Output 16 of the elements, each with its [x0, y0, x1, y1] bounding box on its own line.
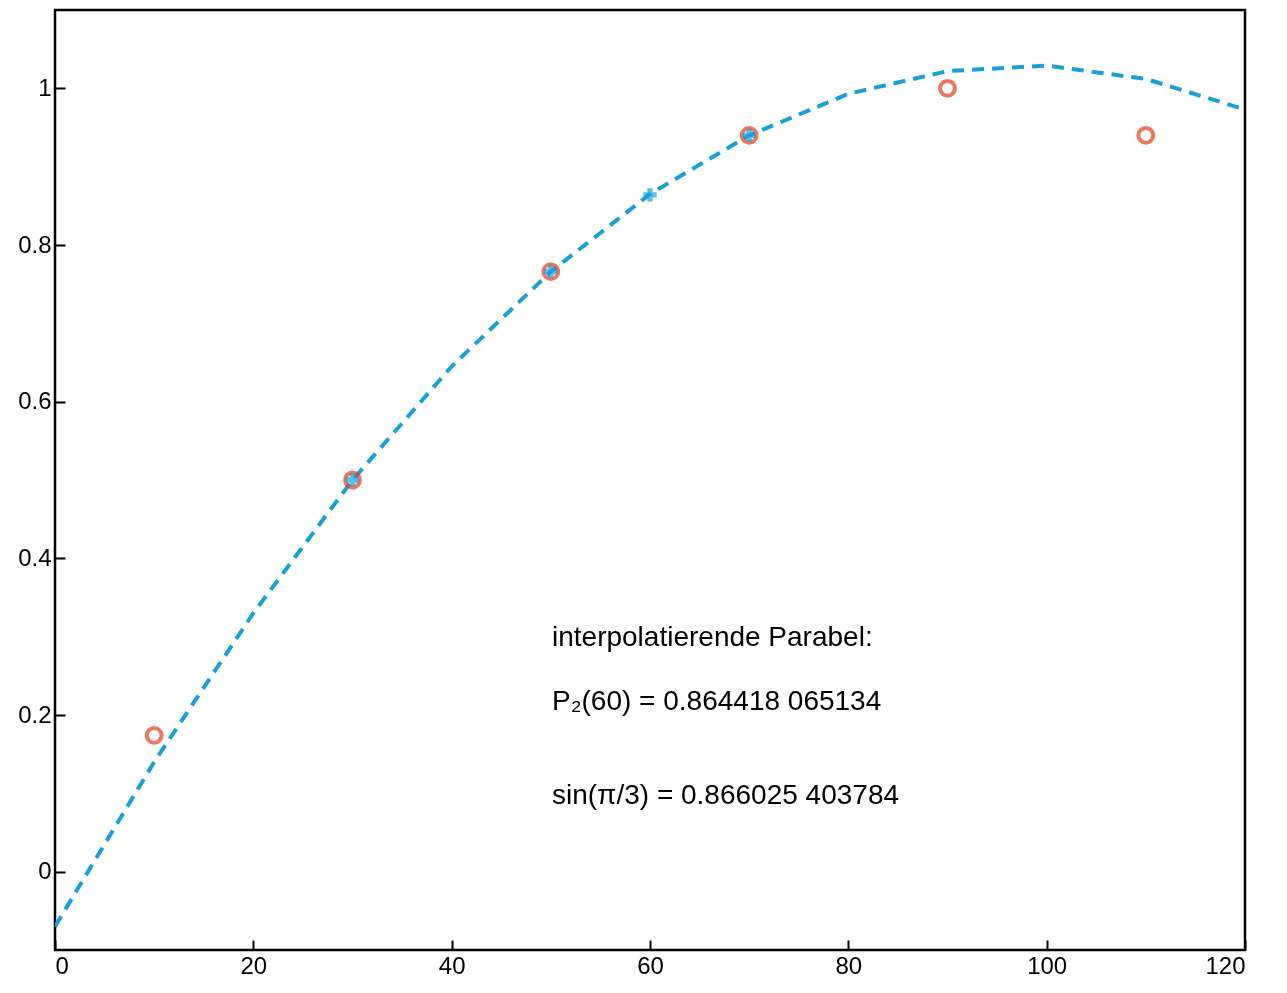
y-tick-label: 0.8: [18, 230, 52, 258]
x-tick-label: 120: [1205, 951, 1246, 979]
annotation: sin(π/3) = 0.866025 403784: [552, 779, 900, 810]
annotation: interpolatierende Parabel:: [552, 621, 873, 652]
x-tick-label: 100: [1027, 951, 1068, 979]
y-tick-label: 0.4: [18, 543, 52, 571]
x-tick-label: 40: [438, 951, 466, 979]
annotation: P₂(60) = 0.864418 065134: [552, 685, 882, 716]
y-tick-label: 1: [38, 73, 52, 101]
y-tick-label: 0.6: [18, 387, 52, 415]
x-tick-label: 20: [240, 951, 268, 979]
y-tick-label: 0: [38, 857, 52, 885]
x-tick-label: 60: [637, 951, 664, 979]
y-tick-label: 0.2: [18, 700, 52, 728]
x-tick-label: 80: [835, 951, 863, 979]
x-tick-label: 0: [55, 951, 69, 979]
